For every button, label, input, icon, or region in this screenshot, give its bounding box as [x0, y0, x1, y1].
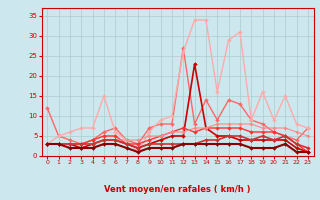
X-axis label: Vent moyen/en rafales ( km/h ): Vent moyen/en rafales ( km/h ) [104, 185, 251, 194]
